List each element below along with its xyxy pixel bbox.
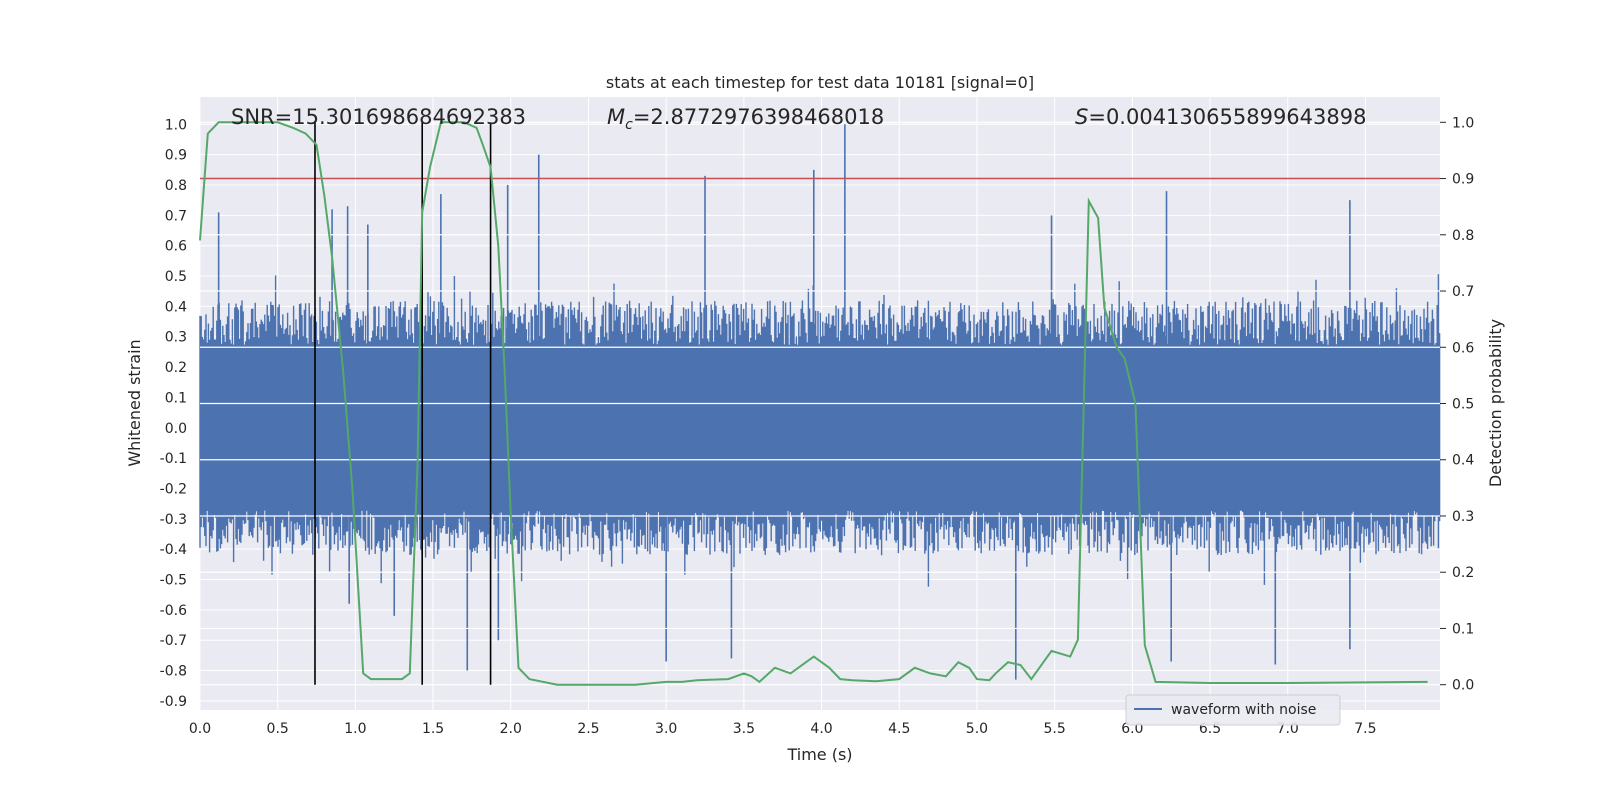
x-tick-label-0: 0.0 — [189, 721, 211, 737]
y-tick-label-4: -0.5 — [160, 573, 187, 589]
y-tick-label-2: -0.7 — [160, 633, 187, 649]
y-tick-label-16: 0.7 — [165, 208, 187, 224]
snr-annotation: SNR=15.301698684692383 — [231, 105, 526, 129]
right-tick-label-9: 0.9 — [1452, 172, 1474, 188]
right-tick-label-8: 0.8 — [1452, 228, 1474, 244]
x-tick-label-3: 1.5 — [422, 721, 444, 737]
x-axis-label: Time (s) — [786, 745, 852, 764]
s-symbol: S — [1075, 105, 1088, 129]
y-tick-label-3: -0.6 — [160, 603, 187, 619]
y-tick-label-18: 0.9 — [165, 148, 187, 164]
right-tick-label-1: 0.1 — [1452, 621, 1474, 637]
y-tick-label-14: 0.5 — [165, 269, 187, 285]
y-tick-label-15: 0.6 — [165, 239, 187, 255]
chart-title: stats at each timestep for test data 101… — [606, 73, 1034, 92]
y-tick-label-17: 0.8 — [165, 178, 187, 194]
y-axis-label: Whitened strain — [125, 339, 144, 466]
y-tick-label-7: -0.2 — [160, 481, 187, 497]
right-tick-label-4: 0.4 — [1452, 453, 1474, 469]
s-value: =0.004130655899643898 — [1088, 105, 1366, 129]
y-tick-label-11: 0.2 — [165, 360, 187, 376]
detection-probability-line — [199, 121, 1428, 686]
waveform-with-noise-series — [199, 124, 1441, 680]
y-tick-label-10: 0.1 — [165, 390, 187, 406]
legend: waveform with noise — [1125, 694, 1341, 726]
x-tick-label-6: 3.0 — [655, 721, 677, 737]
x-tick-label-4: 2.0 — [500, 721, 522, 737]
x-tick-label-2: 1.0 — [344, 721, 366, 737]
y-tick-label-5: -0.4 — [160, 542, 187, 558]
chirp-mass-value: =2.8772976398468018 — [633, 105, 884, 129]
x-tick-label-9: 4.5 — [888, 721, 910, 737]
right-axis-label: Detection probability — [1486, 319, 1505, 487]
right-tick-label-0: 0.0 — [1452, 678, 1474, 694]
chirp-mass-symbol: M — [607, 105, 625, 129]
chirp-mass-annotation: Mc=2.8772976398468018 — [607, 105, 884, 133]
right-tick-label-7: 0.7 — [1452, 284, 1474, 300]
x-tick-label-10: 5.0 — [966, 721, 988, 737]
x-tick-label-5: 2.5 — [577, 721, 599, 737]
y-tick-label-8: -0.1 — [160, 451, 187, 467]
y-tick-label-19: 1.0 — [165, 117, 187, 133]
noise-band — [199, 274, 1441, 587]
right-tick-label-6: 0.6 — [1452, 340, 1474, 356]
x-tick-label-8: 4.0 — [810, 721, 832, 737]
right-tick-label-3: 0.3 — [1452, 509, 1474, 525]
right-tick-label-5: 0.5 — [1452, 397, 1474, 413]
chirp-mass-subscript: c — [625, 117, 633, 133]
y-tick-label-6: -0.3 — [160, 512, 187, 528]
legend-label: waveform with noise — [1171, 702, 1316, 718]
s-annotation: S=0.004130655899643898 — [1075, 105, 1366, 129]
y-tick-label-1: -0.8 — [160, 664, 187, 680]
y-tick-label-9: 0.0 — [165, 421, 187, 437]
legend-box — [1125, 694, 1341, 726]
x-tick-label-7: 3.5 — [733, 721, 755, 737]
right-axis-ticks: 0.0 0.1 0.2 0.3 0.4 0.5 0.6 0.7 0.8 0.9 1.0 — [1440, 115, 1474, 694]
y-tick-label-0: -0.9 — [160, 694, 187, 710]
right-tick-label-2: 0.2 — [1452, 565, 1474, 581]
y-tick-label-12: 0.3 — [165, 330, 187, 346]
x-tick-label-15: 7.5 — [1354, 721, 1376, 737]
y-axis-ticks: -0.9 -0.8 -0.7 -0.6 -0.5 -0.4 -0.3 -0.2 -0.1 0.0 0… — [160, 117, 187, 710]
x-tick-label-11: 5.5 — [1044, 721, 1066, 737]
y-tick-label-13: 0.4 — [165, 299, 187, 315]
right-tick-label-10: 1.0 — [1452, 115, 1474, 131]
x-tick-label-1: 0.5 — [267, 721, 289, 737]
